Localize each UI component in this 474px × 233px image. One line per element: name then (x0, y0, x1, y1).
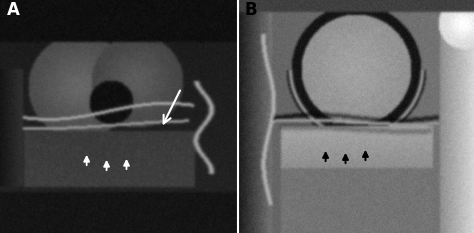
Text: B: B (245, 1, 257, 19)
Text: A: A (7, 1, 20, 19)
